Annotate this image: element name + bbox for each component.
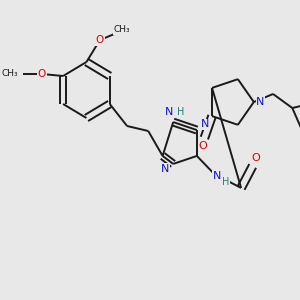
Text: H: H bbox=[222, 177, 230, 187]
Text: N: N bbox=[256, 97, 265, 107]
Text: CH₃: CH₃ bbox=[1, 70, 18, 79]
Text: O: O bbox=[251, 153, 260, 163]
Text: N: N bbox=[213, 171, 221, 181]
Text: O: O bbox=[96, 35, 104, 45]
Text: O: O bbox=[198, 141, 207, 151]
Text: H: H bbox=[177, 107, 184, 117]
Text: CH₃: CH₃ bbox=[114, 26, 130, 34]
Text: N: N bbox=[200, 119, 209, 129]
Text: O: O bbox=[38, 69, 46, 79]
Text: N: N bbox=[161, 164, 170, 174]
Text: N: N bbox=[165, 107, 173, 117]
